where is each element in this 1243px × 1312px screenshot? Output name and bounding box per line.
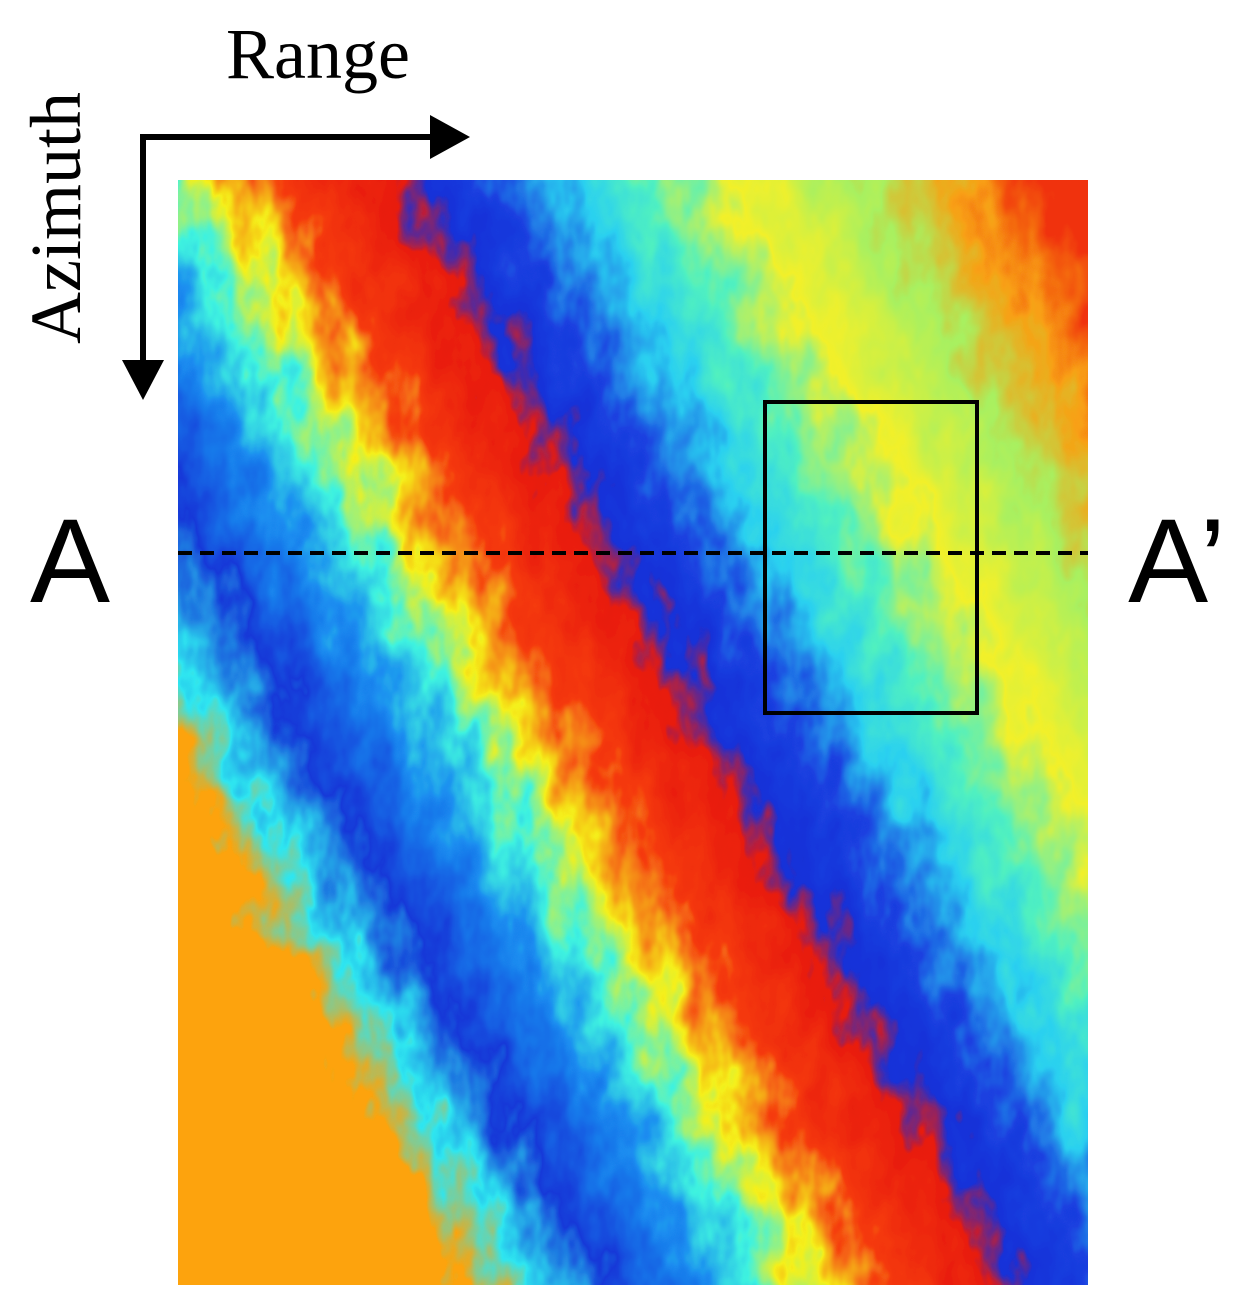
point-a-prime-label: A’ — [1128, 494, 1226, 628]
range-label: Range — [226, 14, 410, 94]
region-box — [763, 400, 979, 715]
azimuth-label: Azimuth — [16, 92, 96, 344]
interferogram — [178, 180, 1088, 1285]
point-a-label: A — [30, 494, 110, 628]
axes-arrows — [122, 115, 470, 400]
